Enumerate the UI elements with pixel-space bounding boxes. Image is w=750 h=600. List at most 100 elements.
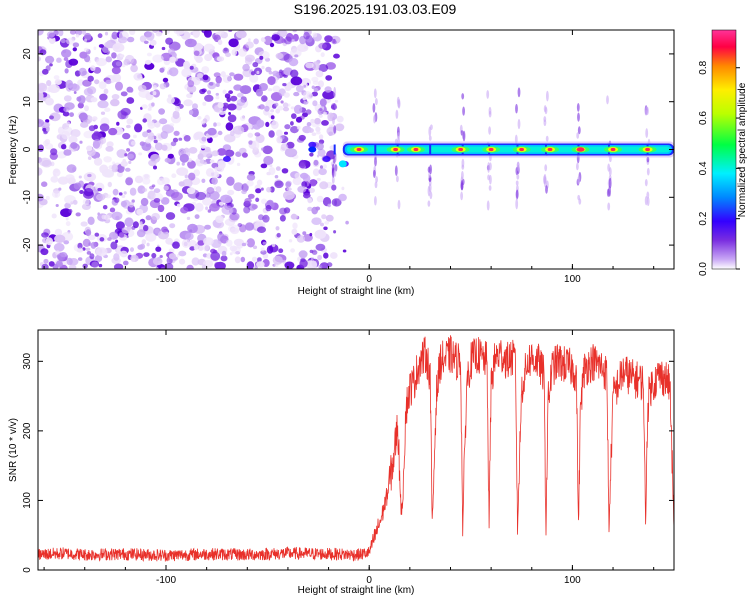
noise-blob bbox=[262, 241, 267, 245]
noise-blob bbox=[146, 129, 152, 133]
noise-blob bbox=[246, 261, 255, 269]
noise-blob bbox=[230, 130, 235, 137]
noise-blob bbox=[276, 232, 281, 238]
noise-blob bbox=[80, 221, 88, 227]
noise-blob bbox=[252, 245, 258, 250]
noise-blob bbox=[311, 217, 322, 225]
noise-blob bbox=[111, 164, 119, 173]
noise-blob bbox=[173, 130, 180, 136]
signal-streak bbox=[333, 125, 337, 134]
noise-blob bbox=[290, 126, 299, 134]
noise-blob bbox=[220, 194, 232, 204]
noise-blob bbox=[176, 161, 180, 166]
signal-streak bbox=[374, 181, 378, 189]
noise-blob bbox=[72, 199, 78, 205]
noise-blob bbox=[307, 128, 314, 133]
noise-blob bbox=[103, 214, 111, 221]
noise-blob bbox=[45, 97, 54, 106]
noise-blob bbox=[116, 121, 120, 126]
noise-blob bbox=[209, 191, 220, 200]
noise-blob bbox=[265, 66, 272, 73]
noise-blob bbox=[332, 38, 336, 44]
noise-blob bbox=[239, 85, 252, 95]
snr-line bbox=[38, 335, 674, 562]
noise-blob bbox=[284, 261, 295, 269]
noise-blob bbox=[145, 215, 152, 221]
noise-blob bbox=[286, 187, 292, 191]
noise-blob bbox=[112, 73, 122, 83]
noise-blob bbox=[324, 86, 332, 93]
noise-blob bbox=[126, 118, 134, 125]
noise-blob bbox=[51, 190, 61, 198]
noise-blob bbox=[165, 237, 173, 245]
noise-blob bbox=[97, 100, 109, 109]
noise-blob bbox=[134, 123, 143, 133]
signal-trace bbox=[308, 86, 674, 211]
noise-blob bbox=[58, 187, 62, 191]
signal-streak bbox=[606, 188, 610, 197]
noise-blob bbox=[259, 55, 264, 60]
noise-blob bbox=[66, 164, 77, 173]
noise-blob bbox=[79, 190, 84, 194]
noise-blob bbox=[322, 156, 331, 163]
noise-blob bbox=[95, 182, 105, 191]
noise-blob bbox=[215, 92, 219, 96]
noise-blob bbox=[241, 242, 247, 247]
noise-blob bbox=[105, 56, 113, 63]
noise-blob bbox=[118, 232, 125, 238]
noise-blob bbox=[202, 74, 209, 81]
noise-blob bbox=[51, 213, 57, 219]
noise-blob bbox=[49, 115, 54, 120]
noise-blob bbox=[122, 132, 131, 140]
noise-blob bbox=[125, 177, 133, 186]
signal-streak bbox=[460, 179, 464, 191]
noise-blob bbox=[282, 83, 287, 87]
noise-blob bbox=[318, 265, 323, 269]
noise-blob bbox=[129, 87, 134, 93]
noise-blob bbox=[255, 88, 263, 97]
signal-streak bbox=[427, 185, 431, 197]
noise-blob bbox=[56, 253, 66, 261]
signal-streak bbox=[545, 135, 549, 142]
noise-blob bbox=[179, 258, 186, 265]
noise-blob bbox=[307, 206, 313, 212]
noise-blob bbox=[178, 250, 187, 257]
noise-blob bbox=[286, 141, 295, 149]
noise-blob bbox=[50, 148, 58, 156]
noise-blob bbox=[154, 142, 163, 151]
noise-blob bbox=[262, 145, 273, 155]
noise-blob bbox=[210, 251, 221, 261]
noise-blob bbox=[154, 228, 160, 234]
noise-blob bbox=[279, 215, 286, 222]
signal-streak bbox=[334, 199, 337, 206]
signal-streak bbox=[607, 163, 611, 172]
noise-blob bbox=[318, 42, 327, 50]
noise-blob bbox=[105, 79, 112, 85]
noise-blob bbox=[41, 263, 49, 269]
noise-blob bbox=[298, 134, 306, 141]
signal-peak-red bbox=[645, 147, 650, 152]
noise-blob bbox=[86, 145, 93, 152]
noise-blob bbox=[38, 144, 44, 152]
noise-blob bbox=[75, 34, 80, 38]
noise-blob bbox=[295, 85, 304, 93]
noise-blob bbox=[275, 129, 283, 137]
noise-blob bbox=[110, 241, 118, 250]
noise-blob bbox=[217, 148, 227, 156]
noise-blob bbox=[65, 174, 75, 182]
noise-blob bbox=[306, 122, 312, 127]
colorbar-ticks: 0.0 0.2 0.4 0.6 0.8 bbox=[698, 60, 740, 276]
noise-blob bbox=[112, 188, 119, 196]
noise-blob bbox=[209, 159, 215, 163]
noise-blob bbox=[81, 203, 91, 210]
signal-streak bbox=[487, 162, 490, 173]
noise-blob bbox=[94, 254, 103, 263]
noise-blob bbox=[228, 90, 234, 95]
noise-blob bbox=[78, 175, 82, 179]
signal-streak bbox=[375, 98, 378, 106]
noise-blob bbox=[225, 122, 234, 131]
noise-blob bbox=[222, 74, 232, 83]
noise-blob bbox=[160, 131, 168, 139]
signal-streak bbox=[576, 103, 580, 112]
noise-blob bbox=[308, 141, 317, 148]
